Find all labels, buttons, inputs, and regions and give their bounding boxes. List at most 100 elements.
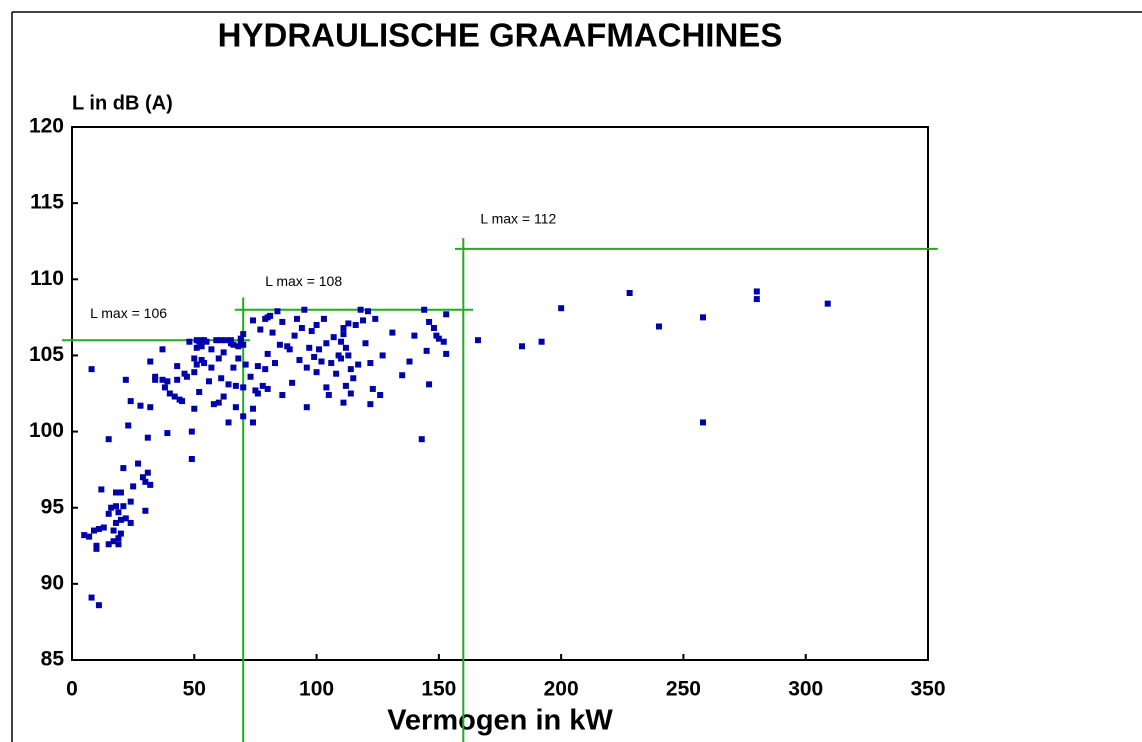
point bbox=[325, 392, 332, 399]
x-tick-label: 350 bbox=[910, 678, 945, 701]
point bbox=[347, 366, 354, 373]
point bbox=[433, 332, 440, 339]
point bbox=[240, 413, 247, 420]
y-tick-label: 100 bbox=[29, 419, 64, 442]
point bbox=[699, 419, 706, 426]
point bbox=[230, 341, 237, 348]
point bbox=[171, 393, 178, 400]
point bbox=[333, 370, 340, 377]
point bbox=[193, 344, 200, 351]
y-tick-label: 120 bbox=[29, 115, 64, 138]
point bbox=[367, 401, 374, 408]
point bbox=[338, 355, 345, 362]
point bbox=[110, 527, 117, 534]
point bbox=[259, 382, 266, 389]
point bbox=[306, 344, 313, 351]
point bbox=[699, 314, 706, 321]
x-tick-label: 250 bbox=[666, 678, 701, 701]
point bbox=[110, 538, 117, 545]
point bbox=[267, 312, 274, 319]
point bbox=[81, 532, 88, 539]
point bbox=[357, 306, 364, 313]
point bbox=[296, 356, 303, 363]
point bbox=[558, 305, 565, 312]
point bbox=[213, 337, 220, 344]
point bbox=[421, 306, 428, 313]
point bbox=[137, 402, 144, 409]
point bbox=[342, 344, 349, 351]
point bbox=[269, 329, 276, 336]
point bbox=[147, 358, 154, 365]
point bbox=[338, 338, 345, 345]
point bbox=[117, 530, 124, 537]
point bbox=[279, 392, 286, 399]
point bbox=[203, 338, 210, 345]
point bbox=[323, 340, 330, 347]
point bbox=[208, 364, 215, 371]
x-tick-label: 100 bbox=[299, 678, 334, 701]
point bbox=[379, 352, 386, 359]
point bbox=[117, 489, 124, 496]
point bbox=[367, 360, 374, 367]
point bbox=[372, 315, 379, 322]
point bbox=[362, 340, 369, 347]
point bbox=[264, 385, 271, 392]
point bbox=[443, 311, 450, 318]
point bbox=[313, 369, 320, 376]
point bbox=[198, 356, 205, 363]
point bbox=[218, 337, 225, 344]
point bbox=[193, 361, 200, 368]
point bbox=[235, 343, 242, 350]
point bbox=[130, 483, 137, 490]
point bbox=[340, 331, 347, 338]
point bbox=[655, 323, 662, 330]
point bbox=[237, 335, 244, 342]
point bbox=[205, 378, 212, 385]
point bbox=[254, 363, 261, 370]
point bbox=[227, 337, 234, 344]
point bbox=[364, 308, 371, 315]
point bbox=[249, 405, 256, 412]
point bbox=[210, 401, 217, 408]
y-tick-label: 85 bbox=[41, 648, 65, 671]
point bbox=[223, 337, 230, 344]
point bbox=[303, 364, 310, 371]
point bbox=[174, 363, 181, 370]
point bbox=[93, 545, 100, 552]
point bbox=[824, 300, 831, 307]
point bbox=[271, 360, 278, 367]
point bbox=[626, 289, 633, 296]
point bbox=[191, 405, 198, 412]
y-tick-label: 90 bbox=[41, 571, 64, 594]
point bbox=[474, 337, 481, 344]
point bbox=[98, 486, 105, 493]
plot-frame bbox=[71, 126, 929, 661]
point bbox=[86, 533, 93, 540]
point bbox=[330, 334, 337, 341]
point bbox=[220, 393, 227, 400]
point bbox=[152, 373, 159, 380]
point bbox=[320, 315, 327, 322]
point bbox=[240, 331, 247, 338]
point bbox=[252, 387, 259, 394]
point bbox=[218, 375, 225, 382]
point bbox=[435, 335, 442, 342]
point bbox=[142, 507, 149, 514]
annotation: L max = 106 bbox=[90, 305, 167, 321]
point bbox=[127, 498, 134, 505]
point bbox=[440, 338, 447, 345]
point bbox=[147, 404, 154, 411]
point bbox=[318, 358, 325, 365]
point bbox=[423, 347, 430, 354]
point bbox=[345, 352, 352, 359]
point bbox=[95, 602, 102, 609]
point bbox=[208, 346, 215, 353]
point bbox=[201, 360, 208, 367]
point bbox=[279, 318, 286, 325]
point bbox=[308, 328, 315, 335]
point bbox=[291, 332, 298, 339]
point bbox=[113, 519, 120, 526]
point bbox=[127, 398, 134, 405]
point bbox=[113, 489, 120, 496]
